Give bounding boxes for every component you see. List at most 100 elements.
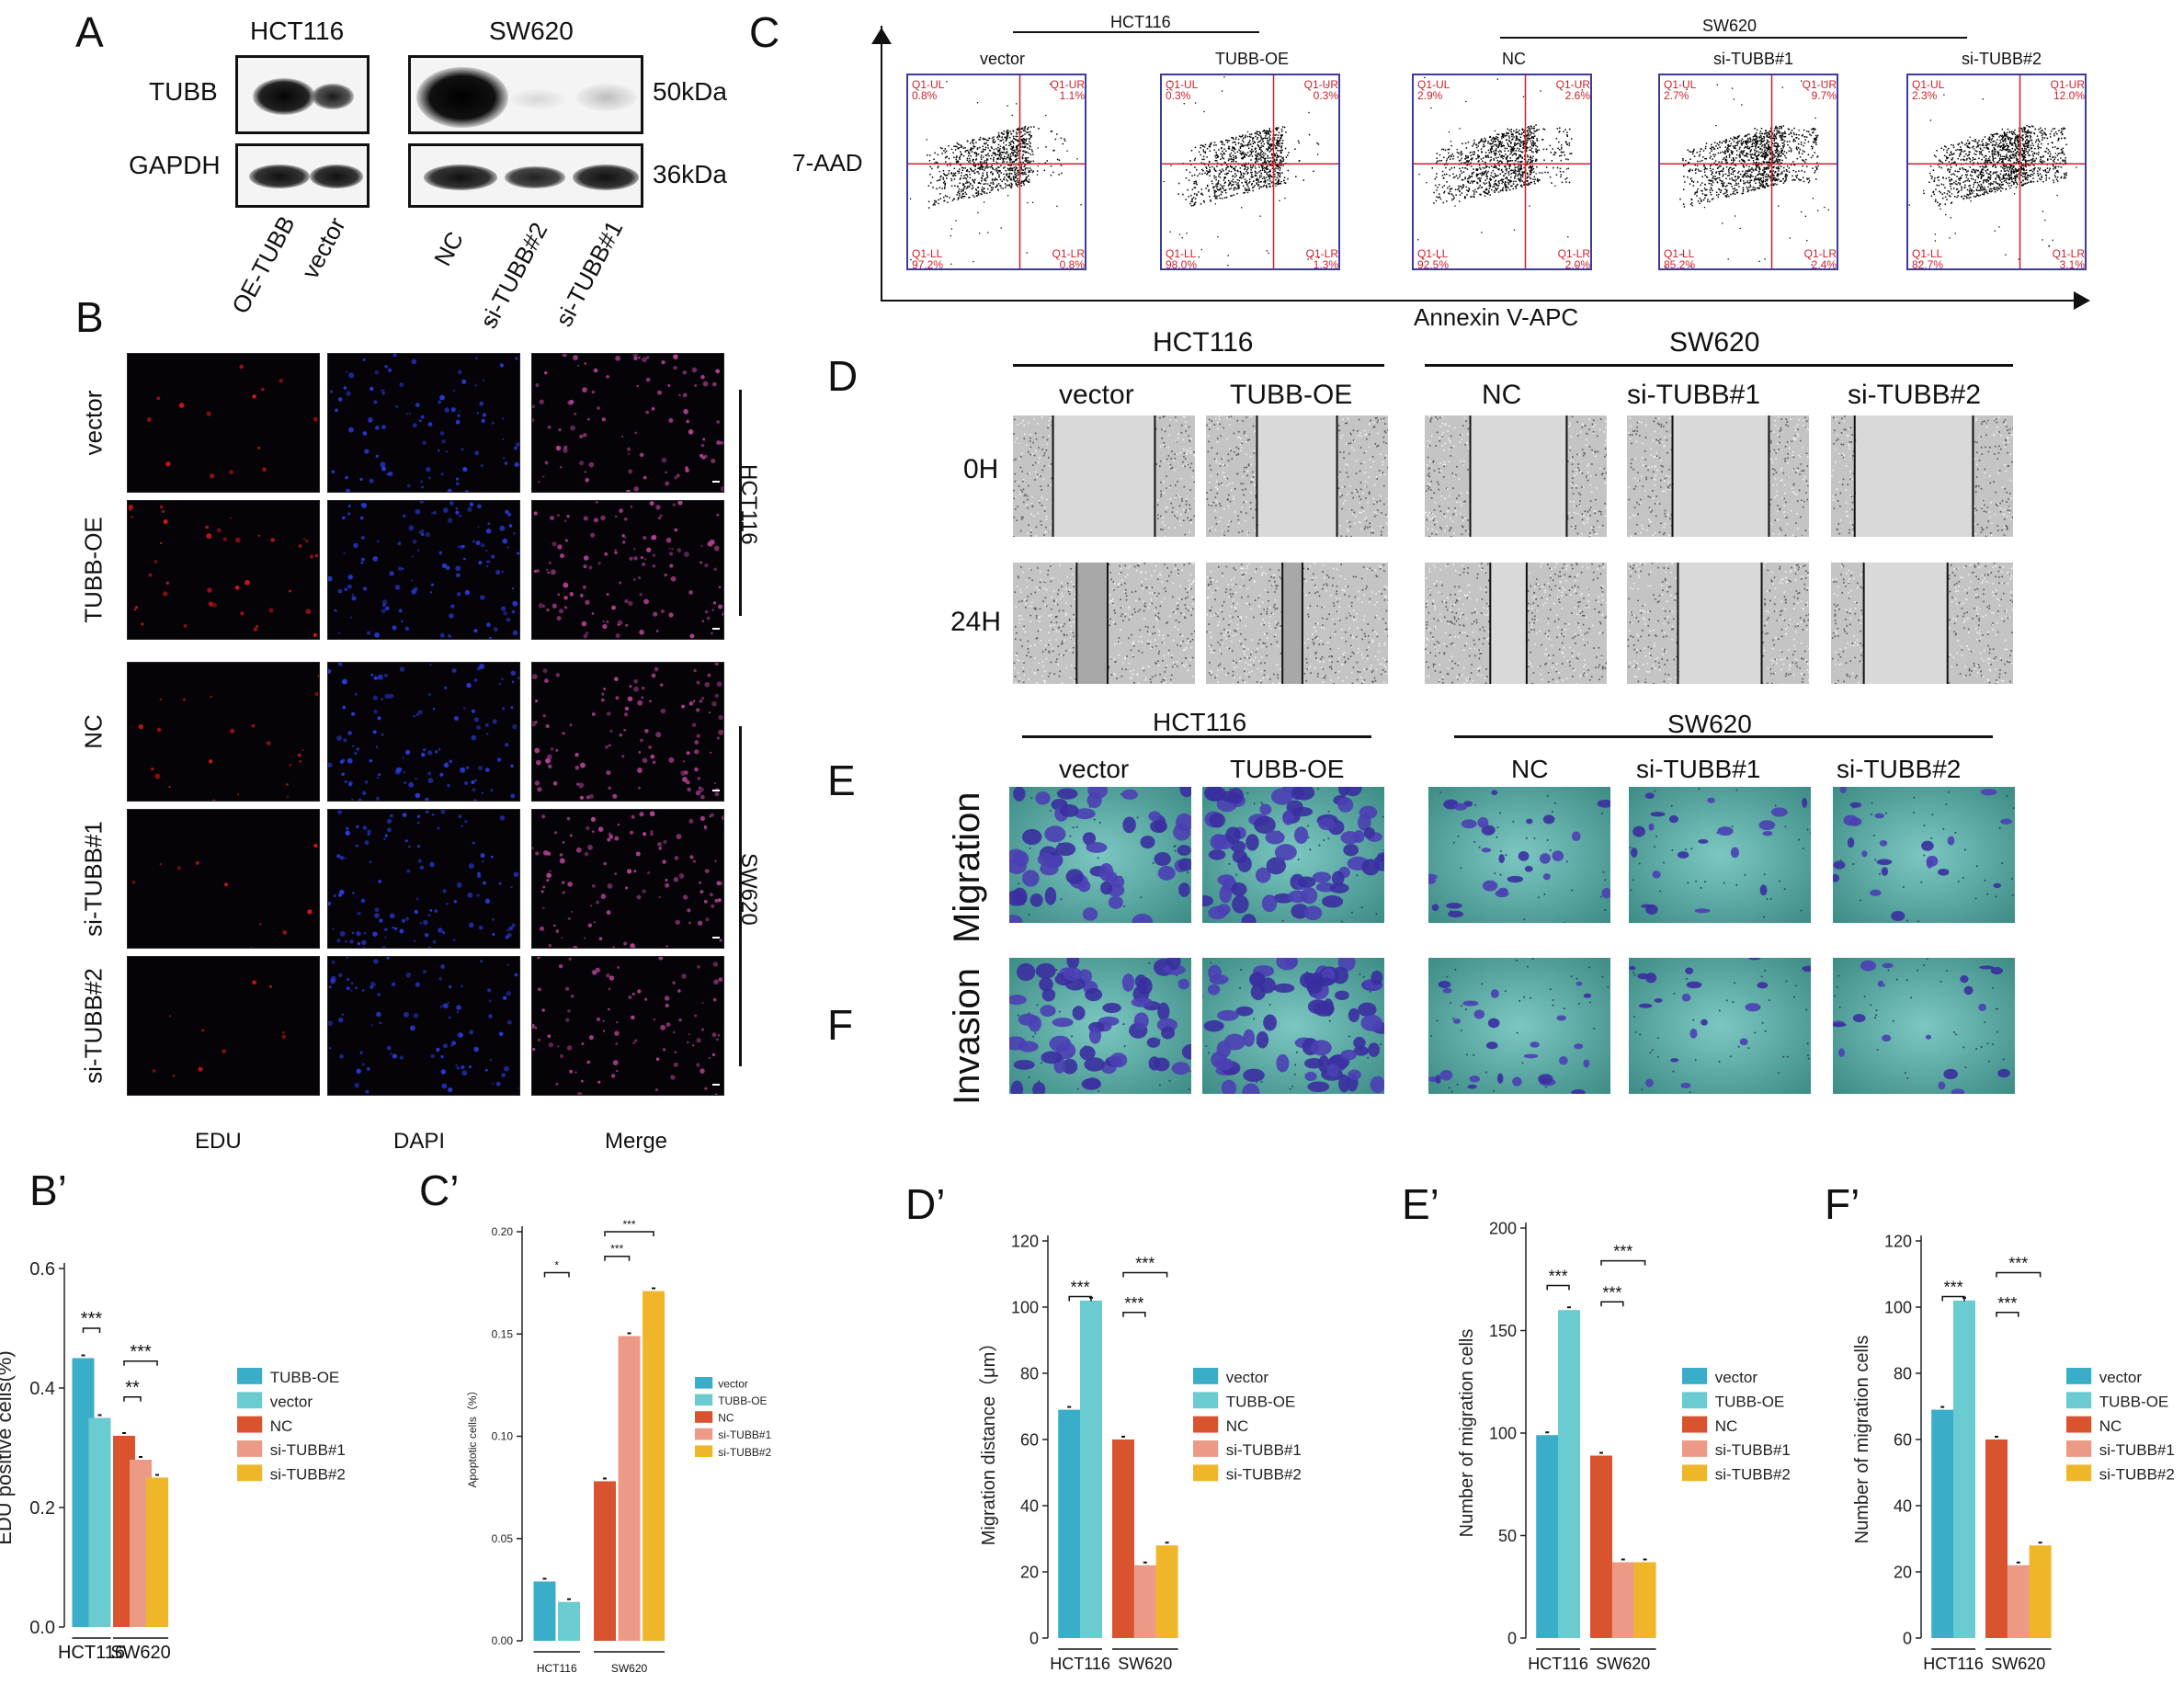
bar-vector	[1058, 1409, 1081, 1638]
wound-image	[1013, 563, 1195, 684]
bar-nc	[1985, 1439, 2008, 1638]
group-label: SW620	[1118, 1655, 1172, 1673]
legend-swatch	[695, 1411, 713, 1423]
y-tick-label: 100	[1011, 1298, 1039, 1316]
legend-label: si-TUBB#2	[2099, 1466, 2175, 1484]
y-tick-label: 60	[1894, 1430, 1912, 1449]
blot-gapdh-sw-box	[408, 143, 643, 208]
edu-image	[327, 809, 520, 949]
blot-lane-si2: si-TUBB#2	[474, 218, 553, 334]
panel-label-fp: F’	[1825, 1180, 1860, 1228]
panel-label-b: B	[75, 293, 104, 341]
y-tick-label: 0.10	[492, 1430, 514, 1443]
edu-image	[127, 500, 320, 640]
flow-sw-label: SW620	[1702, 17, 1757, 35]
transwell-col-label: si-TUBB#2	[1837, 755, 1962, 783]
y-tick-label: 0	[1029, 1629, 1039, 1647]
flow-plot-title: TUBB-OE	[1215, 50, 1290, 68]
flow-quadrant-text: 1.3%	[1314, 258, 1339, 270]
legend-label: si-TUBB#2	[718, 1446, 771, 1459]
y-tick-label: 0.2	[29, 1498, 55, 1519]
y-tick-label: 150	[1489, 1322, 1517, 1340]
bar-si-tubb-2	[2029, 1545, 2052, 1638]
flow-quadrant-text: 97.2%	[912, 258, 943, 270]
blot-gapdh-hct-box	[235, 143, 370, 208]
panel-label-c: C	[749, 8, 780, 56]
significance-bracket	[1122, 1271, 1168, 1278]
significance-bracket	[1068, 1295, 1092, 1302]
edu-image	[327, 662, 520, 802]
significance-stars: **	[125, 1378, 140, 1398]
significance-stars: ***	[1997, 1294, 2017, 1313]
flow-quadrant-text: Q1-UL	[1664, 78, 1697, 91]
legend-label: vector	[1715, 1369, 1758, 1386]
significance-stars: ***	[81, 1309, 103, 1329]
flow-quadrant-text: Q1-LR	[1804, 247, 1837, 260]
group-label: HCT116	[1923, 1655, 1984, 1673]
blot-hct-label: HCT116	[250, 17, 345, 45]
significance-bracket	[123, 1396, 142, 1402]
panel-label-bp: B’	[29, 1166, 67, 1214]
flow-quadrant-text: 9.7%	[1812, 89, 1837, 102]
legend-label: NC	[270, 1417, 293, 1435]
y-axis-label: Number of migration cells	[1457, 1329, 1477, 1538]
panel-label-e: E	[827, 757, 856, 804]
flow-quadrant-text: 92.5%	[1417, 258, 1449, 270]
edu-col-merge: Merge	[605, 1129, 668, 1154]
blot-lane-dash: -	[487, 309, 495, 332]
transwell-row-invasion: Invasion	[947, 968, 987, 1105]
legend-label: TUBB-OE	[2099, 1394, 2169, 1411]
legend-swatch	[1682, 1368, 1708, 1384]
flow-hct-label: HCT116	[1110, 13, 1171, 31]
blot-sw-label: SW620	[489, 17, 574, 45]
blot-lane-si1: si-TUBB#1	[550, 216, 629, 332]
legend-label: TUBB-OE	[1226, 1394, 1296, 1411]
legend-label: TUBB-OE	[1715, 1394, 1785, 1411]
legend-swatch	[2066, 1416, 2092, 1433]
legend-swatch	[1682, 1392, 1708, 1409]
wound-sw-label: SW620	[1669, 327, 1760, 358]
legend-label: si-TUBB#1	[270, 1441, 346, 1459]
significance-stars: ***	[1071, 1278, 1090, 1296]
bar-si-tubb-2	[643, 1291, 665, 1641]
flow-quadrant-text: 0.8%	[912, 89, 938, 102]
flow-quadrant-text: Q1-UR	[1803, 78, 1837, 91]
flow-quadrant-text: Q1-LR	[1306, 247, 1339, 260]
legend-label: TUBB-OE	[718, 1394, 767, 1407]
transwell-image	[1629, 787, 1811, 923]
edu-col-edu: EDU	[195, 1129, 242, 1154]
flow-quadrant-text: 2.9%	[1417, 89, 1443, 102]
y-tick-label: 0	[1507, 1629, 1517, 1647]
flow-quadrant-text: Q1-UL	[1417, 78, 1450, 91]
wound-col-label: si-TUBB#1	[1627, 380, 1761, 410]
significance-stars: ***	[623, 1218, 636, 1231]
significance-stars: ***	[610, 1243, 623, 1256]
flow-plot-title: NC	[1502, 50, 1526, 68]
significance-bracket	[1122, 1312, 1146, 1317]
legend-label: si-TUBB#1	[1715, 1441, 1791, 1459]
edu-row-label: TUBB-OE	[79, 517, 108, 623]
legend-swatch	[695, 1377, 713, 1389]
legend-label: NC	[718, 1412, 734, 1425]
legend-swatch	[1193, 1392, 1219, 1409]
wound-image	[1831, 415, 2013, 537]
legend-label: NC	[1226, 1417, 1249, 1435]
panel-label-dp: D’	[905, 1180, 946, 1228]
flow-quadrant-text: 98.0%	[1166, 258, 1197, 270]
significance-stars: ***	[1602, 1283, 1621, 1302]
panel-label-d: D	[827, 352, 859, 400]
edu-image	[127, 809, 320, 949]
wound-col-label: TUBB-OE	[1230, 380, 1353, 410]
wound-sw-bar	[1425, 364, 2013, 367]
transwell-image	[1629, 958, 1811, 1094]
flow-quadrant-text: Q1-UL	[1166, 78, 1199, 91]
legend-swatch	[1682, 1440, 1708, 1457]
y-axis-label: Apoptotic cells（%）	[466, 1384, 479, 1487]
flow-quadrant-text: 0.3%	[1314, 89, 1339, 102]
bar-nc	[594, 1481, 616, 1641]
legend-swatch	[695, 1394, 713, 1406]
flow-quadrant-text: 0.3%	[1166, 89, 1191, 102]
wound-col-label: si-TUBB#2	[1848, 380, 1982, 410]
